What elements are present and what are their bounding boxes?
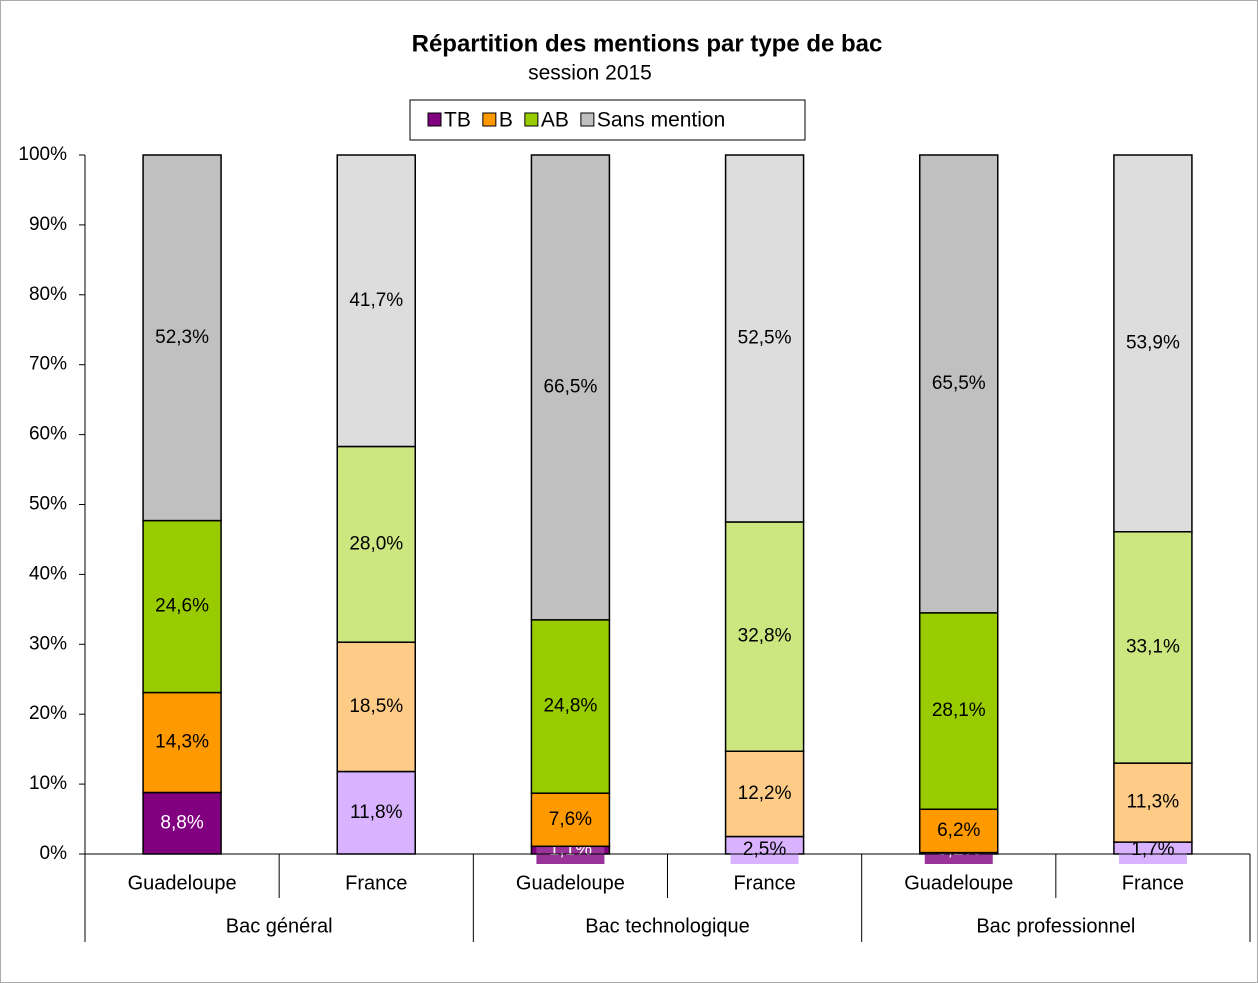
value-label: 7,6% (549, 809, 592, 830)
x-tick-label: France (1122, 872, 1184, 894)
value-label: 2,5% (743, 839, 786, 860)
legend-swatch (524, 112, 539, 127)
x-tick-label: France (345, 872, 407, 894)
legend-label: TB (444, 109, 471, 132)
y-tick-label: 100% (18, 144, 67, 165)
x-tick-label: Guadeloupe (128, 872, 237, 894)
chart-title: Répartition des mentions par type de bac (412, 30, 883, 57)
x-tick-label: France (733, 872, 795, 894)
bar-segment (530, 619, 611, 794)
value-label: 65,5% (932, 373, 986, 394)
value-label: 8,8% (160, 812, 203, 833)
legend-swatch (482, 112, 497, 127)
y-tick-label: 30% (29, 633, 67, 654)
bar-segment (530, 154, 611, 621)
legend-label: AB (541, 109, 569, 132)
y-tick-label: 70% (29, 354, 67, 375)
legend-label: Sans mention (597, 109, 725, 132)
bar-segment (142, 519, 222, 694)
bar-segment (724, 154, 805, 523)
value-label: 53,9% (1126, 332, 1180, 353)
bar-segment (724, 750, 805, 838)
y-tick-label: 80% (29, 284, 67, 305)
value-label: 33,1% (1126, 636, 1180, 657)
bar-segment (1113, 154, 1193, 533)
y-tick-label: 0% (40, 843, 68, 864)
value-label: 32,8% (738, 626, 792, 647)
group-label: Bac général (226, 915, 333, 937)
x-tick-label: Guadeloupe (516, 872, 625, 894)
value-label: 18,5% (349, 696, 403, 717)
legend-swatch (427, 112, 442, 127)
y-tick-label: 60% (29, 424, 67, 445)
bar-segment (336, 641, 416, 773)
value-label: 52,3% (155, 327, 209, 348)
bar-segment (530, 792, 611, 848)
value-label: 6,2% (937, 820, 980, 841)
value-label: 28,0% (349, 533, 403, 554)
value-label: 12,2% (738, 783, 792, 804)
y-tick-label: 10% (29, 773, 67, 794)
value-label: 14,3% (155, 732, 209, 753)
value-label: 24,6% (155, 596, 209, 617)
value-label: 1,7% (1131, 839, 1174, 860)
legend-label: B (499, 109, 513, 132)
value-label: 66,5% (543, 376, 597, 397)
value-label: 41,7% (349, 290, 403, 311)
bar-segment (336, 154, 416, 448)
y-tick-label: 20% (29, 703, 67, 724)
x-tick-label: Guadeloupe (904, 872, 1013, 894)
legend-swatch (580, 112, 595, 127)
value-label: 24,8% (543, 696, 597, 717)
value-label: 11,8% (350, 802, 403, 823)
bar-segment (724, 521, 805, 752)
bar-segment (336, 770, 416, 855)
bar-segment (142, 154, 222, 522)
group-label: Bac technologique (585, 915, 750, 937)
bar-segment (919, 808, 999, 854)
y-tick-label: 50% (29, 494, 67, 515)
value-label-bg (730, 838, 799, 864)
value-label: 11,3% (1127, 792, 1180, 813)
bar-segment (1113, 531, 1193, 764)
y-tick-label: 40% (29, 563, 67, 584)
value-label: 52,5% (738, 328, 792, 349)
group-label: Bac professionnel (976, 915, 1135, 937)
bar-segment (919, 612, 999, 811)
chart-subtitle: session 2015 (528, 62, 652, 85)
bar-segment (919, 154, 999, 614)
y-tick-label: 90% (29, 214, 67, 235)
legend-box (409, 99, 806, 141)
value-label: 28,1% (932, 700, 986, 721)
